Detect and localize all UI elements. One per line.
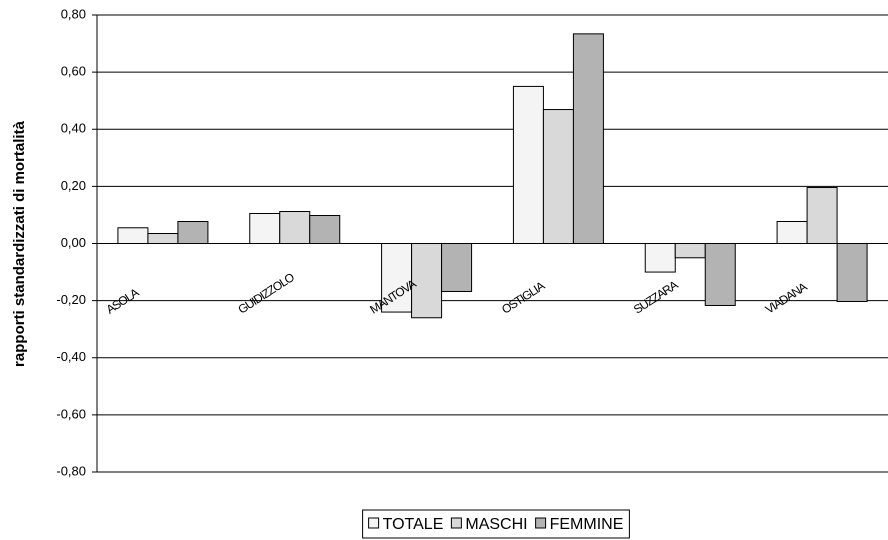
bar [776, 221, 808, 245]
legend-box [362, 509, 630, 539]
bar [674, 243, 706, 259]
y-tick-label: 0,40 [61, 121, 86, 136]
y-tick-label: -0,80 [56, 463, 86, 478]
bar [704, 243, 736, 306]
bar [279, 211, 311, 244]
legend-swatch [450, 517, 462, 529]
bar [249, 213, 281, 244]
bar [411, 243, 443, 319]
bar [542, 109, 574, 245]
bar [644, 243, 676, 273]
x-tick-label: SUZZARA [631, 278, 681, 317]
legend-swatch [535, 517, 547, 529]
y-tick-label: -0,60 [56, 406, 86, 421]
y-tick-label: 0,60 [61, 64, 86, 79]
y-tick-label: 0,00 [61, 235, 86, 250]
y-axis-label: rapporti standardizzati di mortalità [11, 120, 28, 367]
legend-label: TOTALE [383, 516, 444, 533]
bar [836, 243, 868, 302]
legend-swatch [368, 517, 380, 529]
x-tick-label: OSTIGLIA [499, 279, 547, 317]
bar [806, 187, 838, 244]
y-tick-label: 0,20 [61, 178, 86, 193]
bar [177, 221, 209, 245]
bar [117, 227, 149, 244]
legend-label: FEMMINE [550, 516, 624, 533]
bar [572, 33, 604, 244]
y-tick-label: 0,80 [61, 6, 86, 21]
bar [309, 215, 341, 244]
bar [147, 233, 179, 245]
bar [441, 243, 473, 292]
y-tick-label: -0,40 [56, 349, 86, 364]
y-tick-label: -0,20 [56, 292, 86, 307]
legend-label: MASCHI [465, 516, 527, 533]
bar [381, 243, 413, 313]
x-tick-label: GUIDIZZOLO [235, 270, 296, 317]
bar [512, 85, 544, 244]
x-tick-label: VIADANA [763, 280, 810, 317]
